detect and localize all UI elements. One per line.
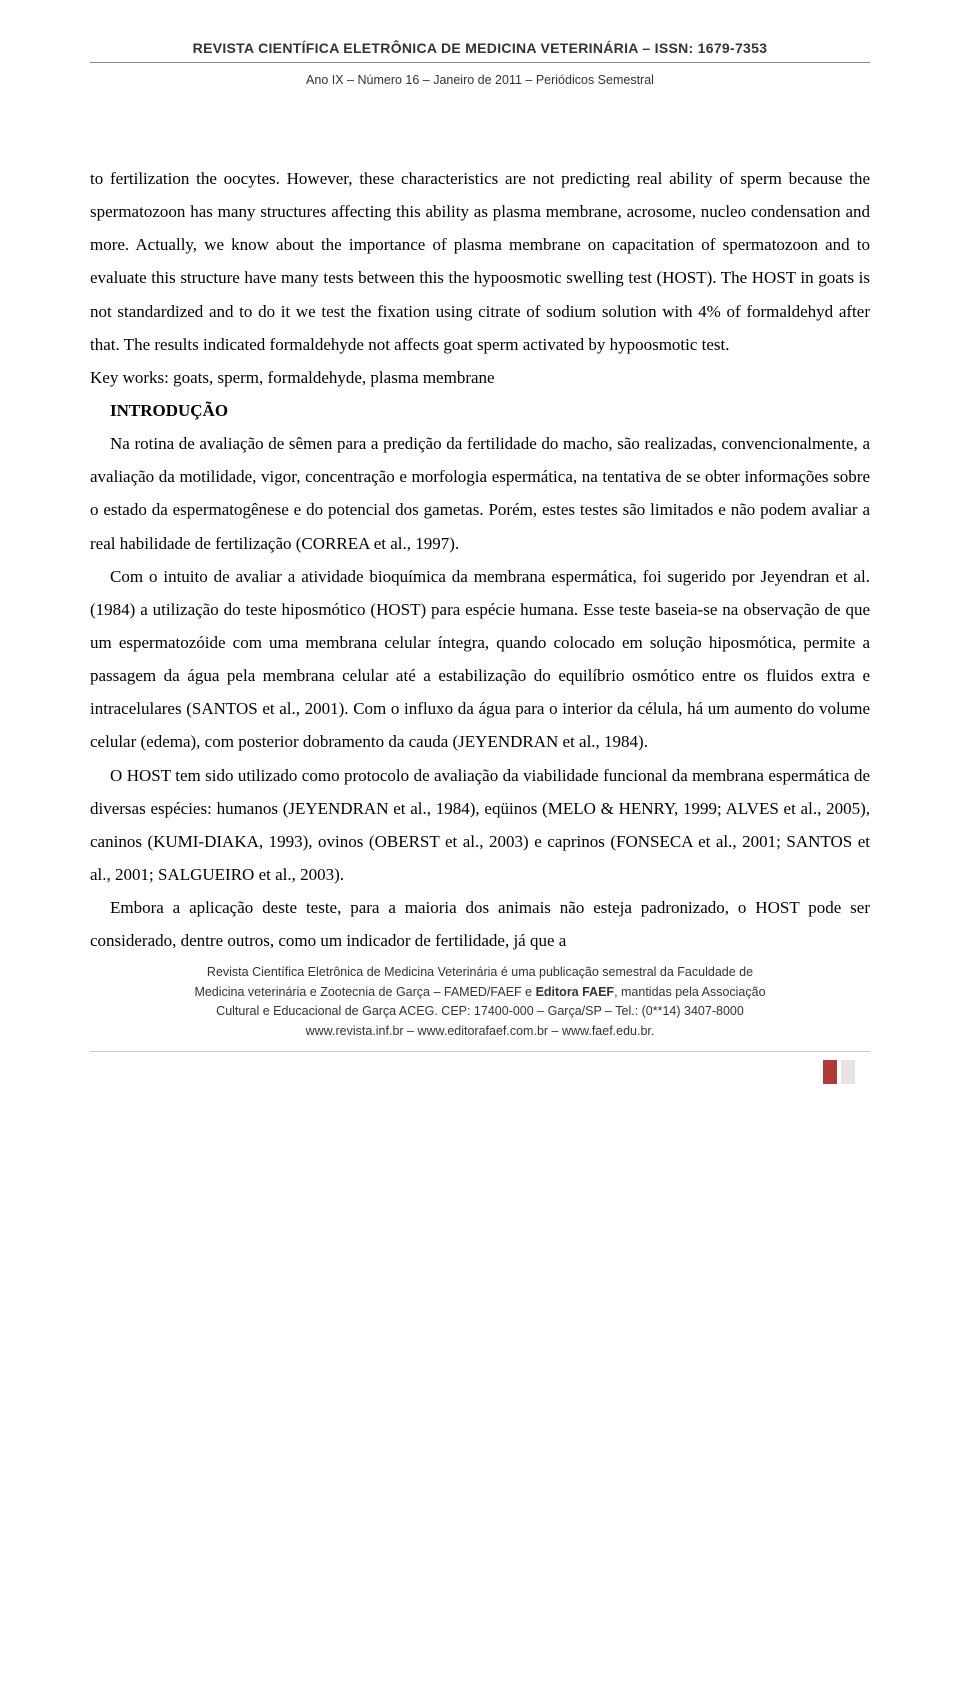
footer-line-4: www.revista.inf.br – www.editorafaef.com… <box>90 1022 870 1041</box>
journal-subheader: Ano IX – Número 16 – Janeiro de 2011 – P… <box>90 73 870 87</box>
footer-line-2: Medicina veterinária e Zootecnia de Garç… <box>90 983 870 1002</box>
footer-mark-dark <box>823 1060 837 1084</box>
page-footer: Revista Científica Eletrônica de Medicin… <box>90 963 870 1084</box>
section-heading-introducao: INTRODUÇÃO <box>90 394 870 427</box>
footer-rule <box>90 1051 870 1052</box>
article-body: to fertilization the oocytes. However, t… <box>90 162 870 957</box>
header-rule <box>90 62 870 63</box>
footer-editora: Editora FAEF <box>536 985 614 999</box>
body-paragraph-1: Na rotina de avaliação de sêmen para a p… <box>90 427 870 560</box>
page-header: REVISTA CIENTÍFICA ELETRÔNICA DE MEDICIN… <box>90 40 870 87</box>
footer-line-2c: , mantidas pela Associação <box>614 985 765 999</box>
footer-line-3: Cultural e Educacional de Garça ACEG. CE… <box>90 1002 870 1021</box>
footer-line-2a: Medicina veterinária e Zootecnia de Garç… <box>194 985 535 999</box>
keywords-line: Key works: goats, sperm, formaldehyde, p… <box>90 361 870 394</box>
footer-line-1: Revista Científica Eletrônica de Medicin… <box>90 963 870 982</box>
journal-title: REVISTA CIENTÍFICA ELETRÔNICA DE MEDICIN… <box>90 40 870 56</box>
body-paragraph-3: O HOST tem sido utilizado como protocolo… <box>90 759 870 892</box>
body-paragraph-4: Embora a aplicação deste teste, para a m… <box>90 891 870 957</box>
page: REVISTA CIENTÍFICA ELETRÔNICA DE MEDICIN… <box>0 0 960 1114</box>
footer-marks <box>90 1060 870 1084</box>
footer-mark-light <box>841 1060 855 1084</box>
body-paragraph-2: Com o intuito de avaliar a atividade bio… <box>90 560 870 759</box>
abstract-paragraph: to fertilization the oocytes. However, t… <box>90 162 870 361</box>
